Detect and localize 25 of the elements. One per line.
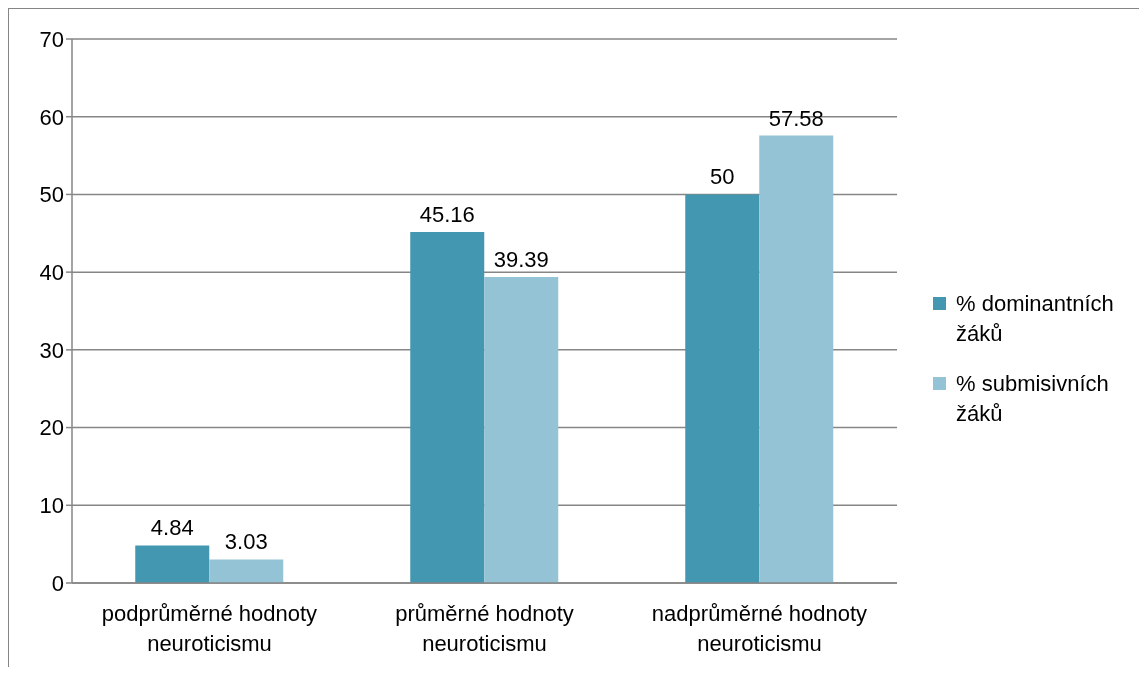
data-label: 3.03: [224, 529, 268, 555]
bar: [209, 559, 284, 583]
bar: [685, 194, 760, 583]
data-label: 39.39: [493, 246, 549, 272]
bar: [410, 232, 485, 583]
y-tick-label: 60: [39, 104, 64, 130]
bar: [135, 545, 210, 583]
data-label: 45.16: [419, 202, 475, 228]
data-label: 4.84: [150, 515, 194, 541]
x-tick-label: podprůměrné hodnoty neuroticismu: [101, 601, 318, 656]
x-tick-label: nadprůměrné hodnoty neuroticismu: [651, 601, 868, 656]
y-tick-label: 50: [39, 182, 64, 208]
data-label: 50: [710, 164, 735, 190]
y-tick-label: 0: [51, 570, 64, 596]
y-tick-label: 20: [39, 415, 64, 441]
data-label: 57.58: [768, 105, 824, 131]
y-tick-label: 70: [39, 26, 64, 52]
legend-label: % dominantních žáků: [956, 290, 1115, 348]
y-tick-label: 40: [39, 259, 64, 285]
bar: [484, 276, 559, 583]
bar: [759, 135, 834, 583]
legend-label: % submisivních žáků: [956, 370, 1110, 428]
x-tick-label: průměrné hodnoty neuroticismu: [395, 601, 574, 656]
y-tick-label: 30: [39, 337, 64, 363]
y-tick-label: 10: [39, 493, 64, 519]
